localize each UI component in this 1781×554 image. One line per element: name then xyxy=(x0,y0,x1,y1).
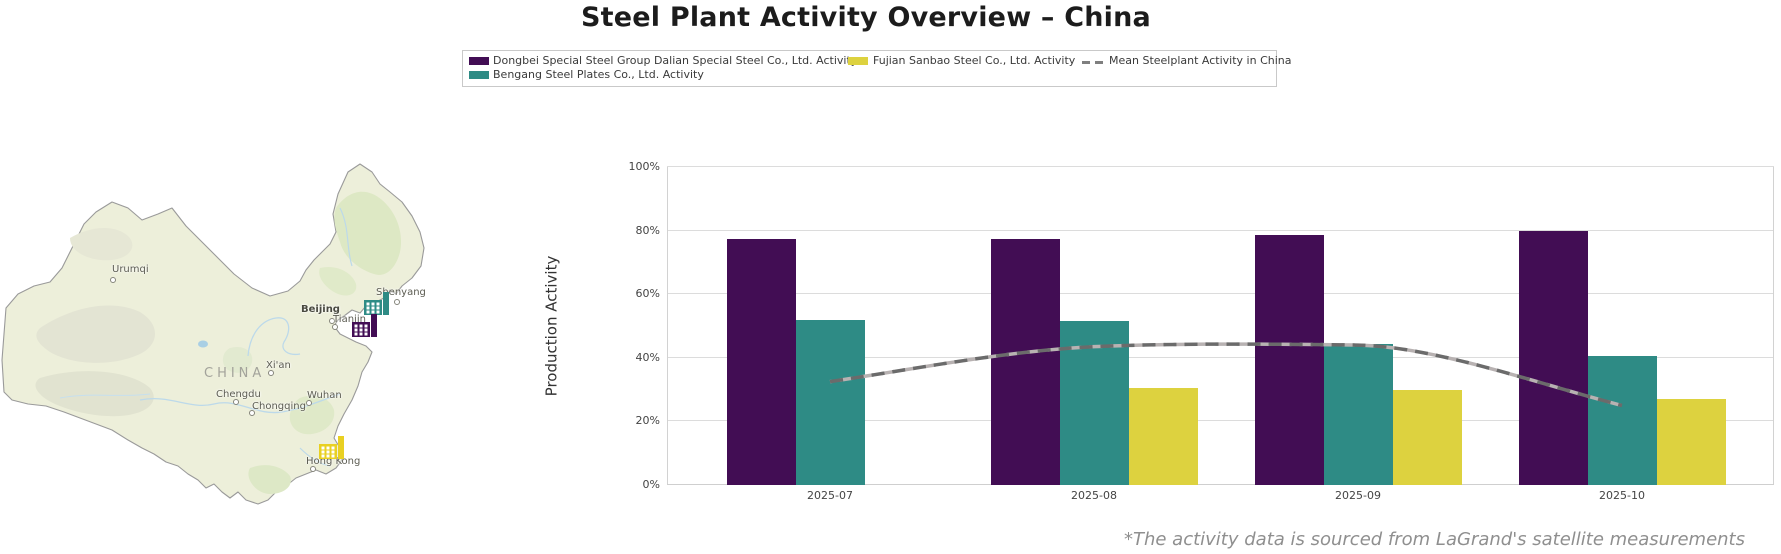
right-spine xyxy=(1773,167,1774,485)
legend-swatch-bengang xyxy=(469,71,489,79)
x-tick-2025-07: 2025-07 xyxy=(807,489,853,502)
legend-label-dongbei: Dongbei Special Steel Group Dalian Speci… xyxy=(493,54,858,67)
bar-2025-08-series2 xyxy=(1128,388,1198,485)
city-dot-chongqing xyxy=(249,410,255,416)
city-label-tianjin: Tianjin xyxy=(333,314,366,325)
city-label-chengdu: Chengdu xyxy=(216,389,261,400)
city-dot-chengdu xyxy=(233,399,239,405)
x-tick-2025-10: 2025-10 xyxy=(1599,489,1645,502)
chart-legend: Dongbei Special Steel Group Dalian Speci… xyxy=(462,50,1292,87)
y-tick-20%: 20% xyxy=(635,414,660,428)
china-map: CHINA Urumqi Beijing Tianjin Shenyang Xi'an C… xyxy=(0,148,430,514)
city-dot-tianjin xyxy=(332,324,338,330)
legend-swatch-dongbei xyxy=(469,57,489,65)
bar-2025-10-series2 xyxy=(1656,399,1726,485)
legend-dash-mean-line-icon xyxy=(1082,61,1103,64)
legend-swatch-fujian xyxy=(848,57,868,65)
bar-2025-07-series0 xyxy=(726,238,796,485)
map-region-label: CHINA xyxy=(204,366,266,381)
x-tick-2025-08: 2025-08 xyxy=(1071,489,1117,502)
legend-label-fujian: Fujian Sanbao Steel Co., Ltd. Activity xyxy=(873,54,1076,67)
bar-2025-10-series1 xyxy=(1587,356,1657,485)
bar-2025-10-series0 xyxy=(1518,230,1588,485)
city-label-wuhan: Wuhan xyxy=(307,390,342,401)
gridline-100% xyxy=(667,166,1774,167)
legend-label-bengang: Bengang Steel Plates Co., Ltd. Activity xyxy=(493,68,704,81)
city-dot-wuhan xyxy=(306,400,312,406)
bar-2025-09-series1 xyxy=(1323,343,1393,485)
city-label-chongqing: Chongqing xyxy=(252,401,306,412)
city-label-xi-an: Xi'an xyxy=(266,360,291,371)
y-tick-100%: 100% xyxy=(628,160,660,173)
city-label-urumqi: Urumqi xyxy=(112,264,149,275)
city-dot-hong-kong xyxy=(310,466,316,472)
page-title: Steel Plant Activity Overview – China xyxy=(581,2,1151,33)
left-spine xyxy=(667,167,668,485)
y-axis-label: Production Activity xyxy=(542,255,561,397)
bar-2025-09-series2 xyxy=(1392,389,1462,485)
y-tick-80%: 80% xyxy=(635,223,660,237)
city-dot-xi-an xyxy=(268,370,274,376)
bar-2025-08-series0 xyxy=(990,238,1060,485)
gridline-80% xyxy=(667,229,1774,231)
bar-2025-07-series1 xyxy=(795,319,865,485)
production-activity-chart xyxy=(667,166,1774,485)
china-map-terrain xyxy=(1,163,425,505)
city-label-hong-kong: Hong Kong xyxy=(306,456,361,467)
y-tick-40%: 40% xyxy=(635,350,660,364)
bar-2025-08-series1 xyxy=(1059,321,1129,485)
city-dot-shenyang xyxy=(394,299,400,305)
y-tick-60%: 60% xyxy=(635,287,660,301)
legend-label-mean: Mean Steelplant Activity in China xyxy=(1109,54,1292,67)
steel-plant-icon-fujian xyxy=(319,436,346,461)
gridline-60% xyxy=(667,293,1774,295)
bar-2025-09-series0 xyxy=(1254,235,1324,485)
city-dot-urumqi xyxy=(110,277,116,283)
steel-plant-icon-bengang xyxy=(364,292,391,317)
city-label-beijing: Beijing xyxy=(301,304,340,315)
city-dot-beijing xyxy=(329,318,335,324)
y-tick-0%: 0% xyxy=(642,478,660,491)
gridline-20% xyxy=(667,420,1774,422)
data-source-footnote: *The activity data is sourced from LaGra… xyxy=(1123,529,1745,550)
x-axis-baseline xyxy=(667,484,1774,485)
steel-plant-icon-dongbei xyxy=(352,314,379,339)
x-tick-2025-09: 2025-09 xyxy=(1335,489,1381,502)
city-label-shenyang: Shenyang xyxy=(376,287,426,298)
